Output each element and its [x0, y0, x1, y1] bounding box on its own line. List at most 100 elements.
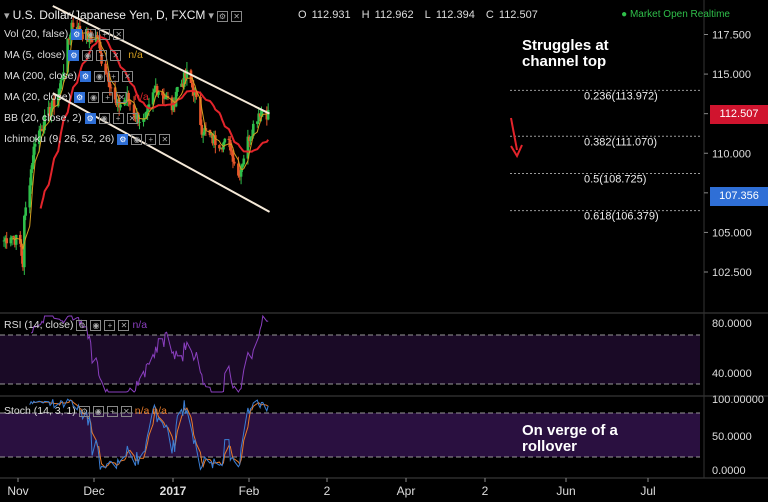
stoch-y-tick-label: 0.0000: [712, 465, 746, 477]
candle-body: [125, 93, 129, 100]
candle-body: [163, 98, 167, 100]
indicator-visibility-icon[interactable]: ◉: [82, 49, 94, 61]
high-label: H: [361, 9, 370, 21]
candle-body: [88, 33, 91, 42]
candle-body: [10, 236, 14, 238]
indicator-settings-icon[interactable]: ⚙: [117, 133, 129, 145]
rsi-pane-label: RSI (14, close) ⚙ ◉ + ✕ n/a: [4, 319, 147, 331]
candle-body: [104, 63, 107, 73]
candle-body: [136, 112, 140, 123]
indicator-row[interactable]: Ichimoku (9, 26, 52, 26) ⚙ ◉ + ✕: [4, 133, 171, 145]
indicator-format-icon[interactable]: +: [107, 70, 119, 82]
indicator-close-icon[interactable]: ✕: [116, 91, 128, 103]
indicator-settings-icon[interactable]: ⚙: [79, 70, 91, 82]
candle-body: [265, 110, 269, 120]
indicator-visibility-icon[interactable]: ◉: [93, 70, 105, 82]
candle-body: [31, 162, 34, 170]
indicator-format-icon[interactable]: +: [112, 112, 124, 124]
candle-body: [218, 145, 221, 149]
indicator-settings-icon[interactable]: ⚙: [74, 91, 86, 103]
collapse-icon[interactable]: ▾: [4, 10, 10, 22]
candle-body: [67, 38, 71, 40]
ma5-line: [11, 27, 269, 250]
indicator-close-icon[interactable]: ✕: [110, 49, 122, 61]
indicator-settings-icon[interactable]: ⚙: [71, 28, 83, 40]
indicator-close-icon[interactable]: ✕: [159, 133, 171, 145]
x-tick-label: Jun: [556, 484, 575, 498]
candle-body: [214, 135, 217, 146]
rsi-y-tick-label: 40.0000: [712, 368, 752, 380]
stoch-values: n/a n/a: [134, 405, 167, 417]
candle-body: [172, 102, 175, 111]
candle-body: [189, 70, 193, 83]
candle-body: [81, 34, 84, 40]
indicator-format-icon[interactable]: +: [96, 49, 108, 61]
indicator-format-icon[interactable]: +: [145, 133, 157, 145]
candle-body: [242, 158, 246, 165]
indicator-format-icon[interactable]: +: [99, 28, 111, 40]
rsi-label: RSI (14, close): [4, 319, 74, 331]
candle-body: [238, 175, 242, 177]
close-icon[interactable]: ✕: [231, 11, 243, 22]
rsi-visibility-icon[interactable]: ◉: [90, 319, 102, 331]
candle-body: [146, 107, 149, 112]
candle-body: [161, 91, 164, 96]
candle-body: [199, 96, 202, 125]
indicator-close-icon[interactable]: ✕: [121, 70, 133, 82]
indicator-visibility-icon[interactable]: ◉: [131, 133, 143, 145]
candle-body: [98, 41, 102, 53]
candle-body: [134, 115, 137, 120]
candle-body: [60, 78, 64, 81]
stoch-close-icon[interactable]: ✕: [120, 405, 132, 417]
settings-icon[interactable]: ⚙: [217, 11, 229, 22]
indicator-row[interactable]: MA (200, close) ⚙ ◉ + ✕: [4, 70, 133, 82]
candle-body: [66, 38, 69, 73]
indicator-visibility-icon[interactable]: ◉: [85, 28, 97, 40]
stoch-visibility-icon[interactable]: ◉: [92, 405, 104, 417]
indicator-settings-icon[interactable]: ⚙: [68, 49, 80, 61]
indicator-row[interactable]: Vol (20, false) ⚙ ◉ + ✕: [4, 28, 125, 40]
candle-body: [37, 130, 41, 144]
x-tick-label: 2: [482, 484, 489, 498]
rsi-format-icon[interactable]: +: [104, 319, 116, 331]
candle-body: [185, 70, 189, 79]
rsi-y-tick-label: 80.0000: [712, 318, 752, 330]
candle-body: [203, 128, 206, 135]
indicator-label: Ichimoku (9, 26, 52, 26): [4, 133, 115, 145]
candle-body: [71, 22, 75, 28]
indicator-visibility-icon[interactable]: ◉: [98, 112, 110, 124]
rsi-settings-icon[interactable]: ⚙: [76, 319, 88, 331]
symbol-dropdown-icon[interactable]: ▾: [208, 10, 214, 22]
rsi-line: [30, 314, 269, 393]
chart-title-row: ▾ U.S. Dollar/Japanese Yen, D, FXCM ▾ ⚙ …: [4, 8, 243, 22]
indicator-row[interactable]: BB (20, close, 2) ⚙ ◉ + ✕: [4, 112, 138, 124]
stoch-y-tick-label: 50.0000: [712, 431, 752, 443]
indicator-row[interactable]: MA (20, close) ⚙ ◉ + ✕ n/a: [4, 91, 149, 103]
candle-body: [29, 169, 33, 186]
candle-body: [5, 238, 9, 244]
high-value: 112.962: [374, 9, 414, 21]
candle-body: [241, 164, 244, 168]
candle-body: [201, 134, 205, 136]
candle-body: [109, 87, 113, 89]
indicator-format-icon[interactable]: +: [102, 91, 114, 103]
rsi-band: [0, 335, 700, 384]
down-arrow-head: [510, 144, 523, 159]
candle-body: [108, 81, 111, 88]
candle-body: [256, 121, 259, 124]
indicator-close-icon[interactable]: ✕: [113, 28, 125, 40]
candle-body: [32, 146, 36, 163]
rsi-close-icon[interactable]: ✕: [118, 319, 130, 331]
stoch-settings-icon[interactable]: ⚙: [78, 405, 90, 417]
indicator-settings-icon[interactable]: ⚙: [84, 112, 96, 124]
indicator-row[interactable]: MA (5, close) ⚙ ◉ + ✕ n/a: [4, 49, 143, 61]
indicator-visibility-icon[interactable]: ◉: [88, 91, 100, 103]
candle-body: [48, 106, 52, 117]
candle-body: [184, 72, 187, 79]
stoch-format-icon[interactable]: +: [106, 405, 118, 417]
symbol-title[interactable]: U.S. Dollar/Japanese Yen, D, FXCM: [12, 8, 206, 22]
indicator-close-icon[interactable]: ✕: [126, 112, 138, 124]
y-tick-label: 115.000: [712, 69, 751, 81]
